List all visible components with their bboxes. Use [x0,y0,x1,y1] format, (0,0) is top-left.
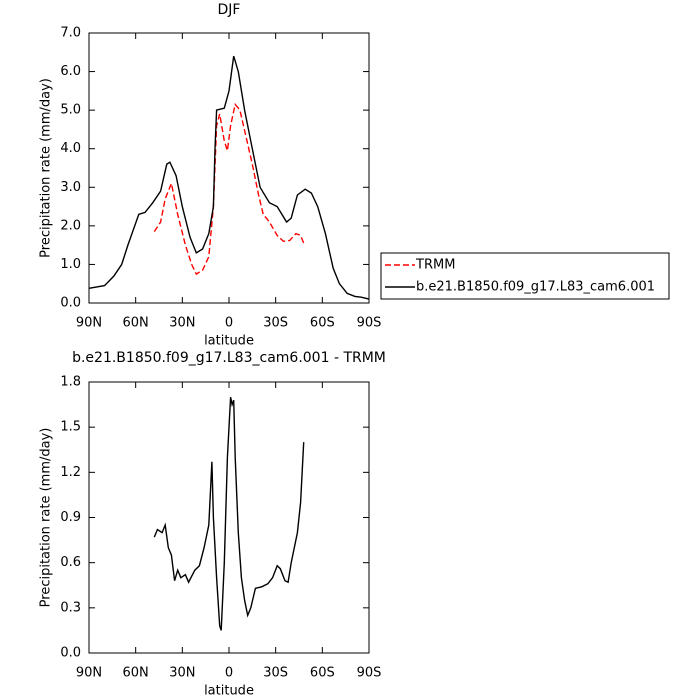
x-tick-label: 90S [357,316,382,331]
x-axis-label: latitude [204,684,254,699]
y-tick-label: 4.0 [60,141,81,156]
y-tick-label: 0.3 [60,600,81,615]
legend-label: b.e21.B1850.f09_g17.L83_cam6.001 [416,280,655,295]
x-tick-label: 60N [123,316,149,331]
chart-title: b.e21.B1850.f09_g17.L83_cam6.001 - TRMM [72,350,386,366]
y-tick-label: 0.0 [60,646,81,661]
x-tick-label: 30S [263,666,288,681]
y-tick-label: 7.0 [60,26,81,41]
x-tick-label: 0 [225,316,233,331]
x-tick-label: 60S [310,666,335,681]
y-tick-label: 1.5 [60,420,81,435]
y-tick-label: 1.2 [60,465,81,480]
chart-title: DJF [218,2,241,18]
plot-frame [88,32,370,304]
data-line [88,55,370,300]
data-line [153,396,305,631]
x-tick-label: 30N [169,316,195,331]
x-tick-label: 60N [123,666,149,681]
x-tick-label: 90N [76,316,102,331]
x-tick-label: 30N [169,666,195,681]
x-tick-label: 90N [76,666,102,681]
y-axis-label: Precipitation rate (mm/day) [39,428,54,608]
y-tick-label: 0.9 [60,510,81,525]
legend-label: TRMM [415,258,455,273]
y-axis-label: Precipitation rate (mm/day) [39,78,54,258]
y-tick-label: 5.0 [60,103,81,118]
y-tick-label: 0.0 [60,296,81,311]
legend-box [380,252,670,300]
data-line [153,102,305,276]
y-tick-label: 2.0 [60,218,81,233]
x-axis-label: latitude [204,334,254,349]
x-tick-label: 0 [225,666,233,681]
y-tick-label: 0.6 [60,555,81,570]
y-tick-label: 1.8 [60,375,81,390]
y-tick-label: 6.0 [60,64,81,79]
x-tick-label: 90S [357,666,382,681]
x-tick-label: 60S [310,316,335,331]
x-tick-label: 30S [263,316,288,331]
y-tick-label: 3.0 [60,180,81,195]
y-tick-label: 1.0 [60,257,81,272]
